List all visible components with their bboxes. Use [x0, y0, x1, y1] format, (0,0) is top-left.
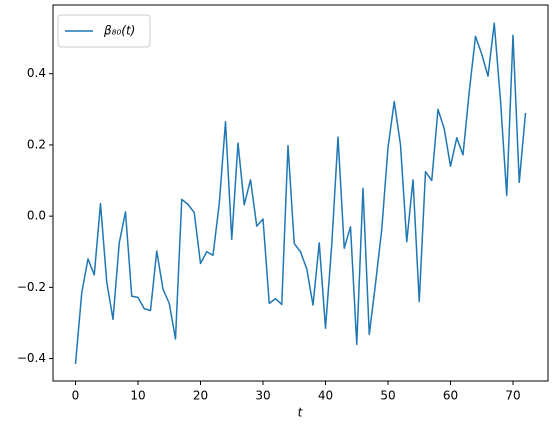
y-tick-label: −0.2 — [17, 280, 46, 294]
y-tick-label: 0.0 — [27, 209, 46, 223]
x-tick-label: 70 — [505, 389, 520, 403]
data-line — [74, 22, 527, 364]
x-tick-label: 50 — [380, 389, 395, 403]
x-tick-label: 20 — [193, 389, 208, 403]
legend-box — [57, 14, 151, 48]
x-tick-label: 30 — [255, 389, 270, 403]
x-tick-label: 0 — [72, 389, 80, 403]
legend: β₈₀(t) — [57, 14, 151, 48]
legend-label: β₈₀(t) — [103, 24, 135, 38]
x-tick-label: 10 — [130, 389, 145, 403]
y-tick-label: 0.4 — [27, 66, 46, 80]
x-tick-label: 40 — [318, 389, 333, 403]
y-tick-label: 0.2 — [27, 137, 46, 151]
x-axis-label: t — [298, 406, 304, 420]
axes-frame — [52, 4, 549, 382]
x-tick-label: 60 — [443, 389, 458, 403]
y-tick-label: −0.4 — [17, 351, 46, 365]
